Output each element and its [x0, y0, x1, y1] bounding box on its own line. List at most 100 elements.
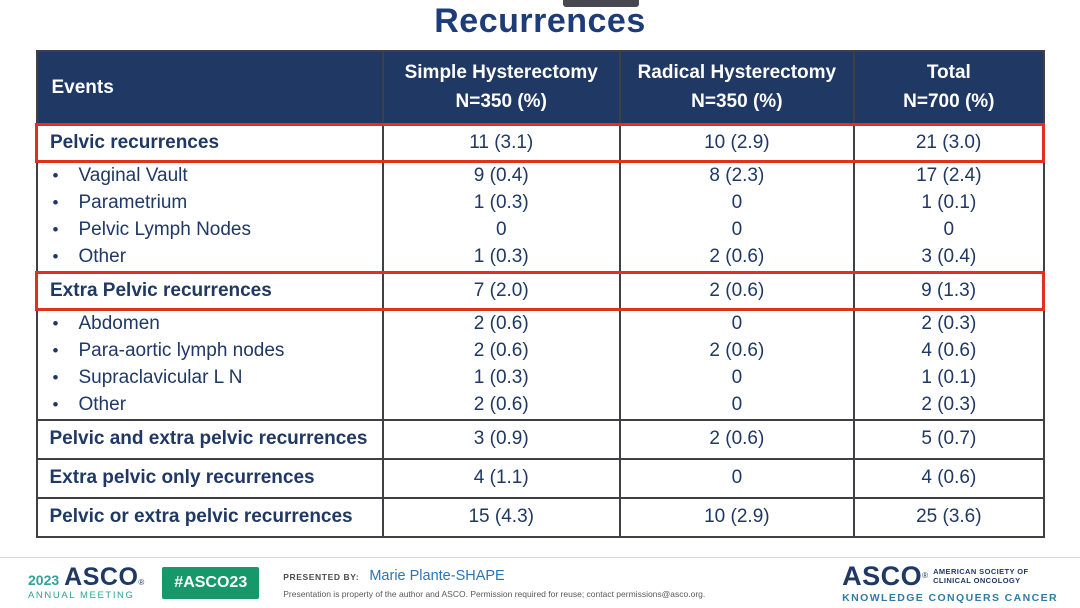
cell-simple-hysterectomy: 1 (0.3) — [381, 364, 621, 392]
meeting-year: 2023 — [28, 572, 60, 589]
cell-radical-hysterectomy: 0 — [618, 391, 856, 420]
presented-by-label: PRESENTED BY: — [283, 571, 360, 582]
table-row-extra-pelvic-recurrences: Extra Pelvic recurrences 7 (2.0) 2 (0.6)… — [34, 270, 1046, 311]
column-header-total: Total N=700 (%) — [853, 49, 1045, 126]
row-label: • Supraclavicular L N — [35, 364, 384, 392]
cell-radical-hysterectomy: 2 (0.6) — [618, 270, 856, 311]
row-label-text: Other — [78, 394, 127, 416]
row-label: Extra pelvic only recurrences — [35, 457, 384, 499]
asco-society-line: CLINICAL ONCOLOGY — [933, 576, 1021, 586]
table-row-abdomen: • Abdomen 2 (0.6) 0 2 (0.3) — [35, 309, 1045, 338]
table-row-extra-pelvic-only: Extra pelvic only recurrences 4 (1.1) 0 … — [35, 457, 1045, 499]
column-header-simple-hysterectomy: Simple Hysterectomy N=350 (%) — [381, 49, 621, 126]
cell-total: 1 (0.1) — [853, 189, 1045, 217]
row-label-text: Parametrium — [78, 192, 188, 214]
page-title: Recurrences — [434, 2, 646, 40]
row-label-text: Supraclavicular L N — [78, 367, 243, 389]
column-header-line: N=350 (%) — [455, 91, 547, 113]
asco-society-line: AMERICAN SOCIETY OF — [933, 566, 1029, 576]
cell-simple-hysterectomy: 4 (1.1) — [381, 457, 621, 499]
row-label: • Vaginal Vault — [35, 161, 384, 190]
cell-total: 1 (0.1) — [853, 364, 1045, 392]
registered-mark: ® — [922, 571, 929, 581]
cell-total: 21 (3.0) — [853, 122, 1046, 163]
slide-footer: 2023 ASCO ® ANNUAL MEETING #ASCO23 PRESE… — [0, 557, 1080, 608]
bullet-icon: • — [52, 193, 59, 213]
table-row-parametrium: • Parametrium 1 (0.3) 0 1 (0.1) — [35, 189, 1045, 217]
row-label-text: Para-aortic lymph nodes — [78, 340, 285, 362]
hashtag-badge: #ASCO23 — [162, 567, 260, 599]
bullet-icon: • — [52, 314, 59, 334]
cell-radical-hysterectomy: 2 (0.6) — [618, 418, 856, 460]
asco-logo-block: ASCO ® AMERICAN SOCIETY OF CLINICAL ONCO… — [842, 560, 1058, 604]
cell-radical-hysterectomy: 8 (2.3) — [618, 161, 856, 190]
table-row-pelvic-other: • Other 1 (0.3) 2 (0.6) 3 (0.4) — [35, 243, 1045, 273]
cell-total: 4 (0.6) — [853, 337, 1045, 365]
column-header-line: Simple Hysterectomy — [404, 62, 598, 83]
row-label-text: Other — [78, 246, 127, 268]
cell-radical-hysterectomy: 0 — [618, 457, 856, 499]
cell-total: 5 (0.7) — [853, 418, 1045, 460]
registered-mark: ® — [138, 578, 145, 588]
cell-total: 25 (3.6) — [853, 496, 1045, 538]
cell-simple-hysterectomy: 7 (2.0) — [381, 270, 621, 311]
cell-radical-hysterectomy: 0 — [618, 309, 856, 338]
row-label: • Other — [35, 243, 384, 273]
asco-wordmark: ASCO — [64, 563, 139, 592]
column-header-events: Events — [35, 49, 384, 126]
table-row-pelvic-lymph-nodes: • Pelvic Lymph Nodes 0 0 0 — [35, 216, 1045, 244]
table-row-extra-pelvic-other: • Other 2 (0.6) 0 2 (0.3) — [35, 391, 1045, 420]
row-label: Pelvic or extra pelvic recurrences — [35, 496, 384, 538]
asco-wordmark: ASCO — [842, 560, 923, 591]
bullet-icon: • — [52, 166, 59, 186]
table-row-pelvic-and-extra-pelvic: Pelvic and extra pelvic recurrences 3 (0… — [35, 418, 1045, 460]
recurrences-table-wrap: Events Simple Hysterectomy N=350 (%) Rad… — [34, 49, 1046, 538]
cell-simple-hysterectomy: 3 (0.9) — [381, 418, 621, 460]
row-label: Pelvic and extra pelvic recurrences — [35, 418, 384, 460]
cell-radical-hysterectomy: 10 (2.9) — [618, 122, 856, 163]
bullet-icon: • — [52, 341, 59, 361]
annual-meeting-logo: 2023 ASCO ® ANNUAL MEETING — [28, 565, 144, 601]
table-row-para-aortic-lymph-nodes: • Para-aortic lymph nodes 2 (0.6) 2 (0.6)… — [35, 337, 1045, 365]
cell-radical-hysterectomy: 2 (0.6) — [618, 243, 856, 273]
bullet-icon: • — [52, 247, 59, 267]
asco-logo-row: ASCO ® AMERICAN SOCIETY OF CLINICAL ONCO… — [842, 560, 1058, 591]
bullet-icon: • — [52, 395, 59, 415]
row-label-text: Vaginal Vault — [78, 165, 188, 187]
cell-total: 4 (0.6) — [853, 457, 1045, 499]
cell-simple-hysterectomy: 2 (0.6) — [381, 337, 621, 365]
cell-total: 2 (0.3) — [853, 391, 1045, 420]
row-label: Extra Pelvic recurrences — [34, 270, 384, 311]
row-label: • Pelvic Lymph Nodes — [35, 216, 384, 244]
row-label: • Para-aortic lymph nodes — [35, 337, 384, 365]
cell-simple-hysterectomy: 1 (0.3) — [381, 189, 621, 217]
asco-tagline: KNOWLEDGE CONQUERS CANCER — [842, 591, 1058, 604]
cell-simple-hysterectomy: 1 (0.3) — [381, 243, 621, 273]
asco-society-name: AMERICAN SOCIETY OF CLINICAL ONCOLOGY — [933, 567, 1028, 586]
table-row-pelvic-or-extra-pelvic: Pelvic or extra pelvic recurrences 15 (4… — [35, 496, 1045, 538]
row-label: Pelvic recurrences — [34, 122, 384, 163]
row-label: • Abdomen — [35, 309, 384, 338]
column-header-line: N=700 (%) — [903, 91, 995, 113]
cell-total: 3 (0.4) — [853, 243, 1045, 273]
column-header-line: Total — [926, 62, 971, 83]
row-label: • Parametrium — [35, 189, 384, 217]
slide-top-crop-artifact — [563, 0, 639, 7]
annual-meeting-logo-top: 2023 ASCO ® — [28, 565, 144, 590]
cell-total: 9 (1.3) — [853, 270, 1046, 311]
cell-simple-hysterectomy: 2 (0.6) — [381, 309, 621, 338]
column-header-radical-hysterectomy: Radical Hysterectomy N=350 (%) — [618, 49, 856, 126]
presented-by-row: PRESENTED BY: Marie Plante-SHAPE — [283, 568, 705, 584]
table-row-vaginal-vault: • Vaginal Vault 9 (0.4) 8 (2.3) 17 (2.4) — [35, 161, 1045, 190]
cell-total: 0 — [853, 216, 1045, 244]
cell-radical-hysterectomy: 0 — [618, 216, 856, 244]
bullet-icon: • — [52, 368, 59, 388]
cell-simple-hysterectomy: 0 — [381, 216, 621, 244]
cell-simple-hysterectomy: 11 (3.1) — [381, 122, 621, 163]
bullet-icon: • — [52, 220, 59, 240]
table-header-row: Events Simple Hysterectomy N=350 (%) Rad… — [35, 49, 1045, 126]
row-label: • Other — [35, 391, 384, 420]
table-row-pelvic-recurrences: Pelvic recurrences 11 (3.1) 10 (2.9) 21 … — [34, 122, 1046, 163]
cell-simple-hysterectomy: 15 (4.3) — [381, 496, 621, 538]
